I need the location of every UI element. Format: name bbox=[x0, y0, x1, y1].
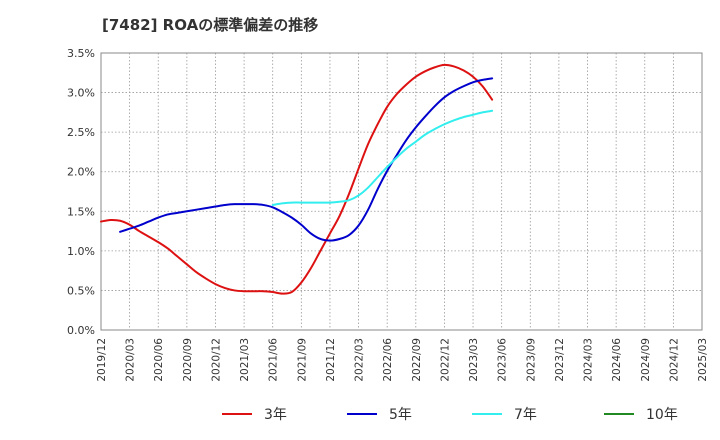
x-tick-label: 2019/12 bbox=[96, 338, 108, 382]
y-tick-label: 2.5% bbox=[67, 126, 95, 139]
x-tick-label: 2020/03 bbox=[125, 338, 137, 382]
x-tick-label: 2024/09 bbox=[640, 338, 652, 382]
series-line-5年 bbox=[119, 77, 494, 242]
legend-label: 3年 bbox=[264, 407, 287, 423]
x-tick-label: 2024/06 bbox=[611, 338, 623, 382]
x-tick-label: 2021/06 bbox=[268, 338, 280, 382]
y-tick-label: 1.5% bbox=[67, 205, 95, 218]
y-axis-tick-labels: 0.0% 0.5% 1.0% 1.5% 2.0% 2.5% 3.0% 3.5% bbox=[67, 47, 95, 337]
series-line-3年 bbox=[100, 63, 494, 295]
series-line-7年 bbox=[271, 109, 494, 206]
grid-lines bbox=[101, 53, 702, 330]
x-tick-label: 2024/03 bbox=[583, 338, 595, 382]
y-tick-label: 1.0% bbox=[67, 245, 95, 258]
y-tick-label: 3.0% bbox=[67, 87, 95, 100]
x-tick-label: 2023/09 bbox=[525, 338, 537, 382]
x-tick-label: 2020/06 bbox=[153, 338, 165, 382]
legend-label: 7年 bbox=[514, 407, 537, 423]
x-axis-tick-labels: 2019/12 2020/03 2020/06 2020/09 2020/12 2021/… bbox=[96, 338, 709, 382]
series-lines bbox=[100, 63, 494, 295]
x-tick-label: 2021/03 bbox=[239, 338, 251, 382]
legend-label: 5年 bbox=[389, 407, 412, 423]
y-tick-label: 2.0% bbox=[67, 166, 95, 179]
y-tick-label: 0.0% bbox=[67, 324, 95, 337]
x-tick-label: 2022/12 bbox=[439, 338, 451, 382]
plot-area-frame bbox=[100, 52, 703, 331]
y-tick-label: 0.5% bbox=[67, 284, 95, 297]
x-tick-label: 2025/03 bbox=[697, 338, 709, 382]
x-tick-label: 2023/12 bbox=[554, 338, 566, 382]
x-tick-label: 2024/12 bbox=[668, 338, 680, 382]
x-tick-label: 2020/12 bbox=[210, 338, 222, 382]
chart-title: [7482] ROAの標準偏差の推移 bbox=[102, 16, 319, 34]
x-tick-label: 2021/12 bbox=[325, 338, 337, 382]
x-tick-label: 2020/09 bbox=[182, 338, 194, 382]
legend: 3年 5年 7年 10年 bbox=[222, 407, 678, 423]
x-tick-label: 2023/06 bbox=[497, 338, 509, 382]
x-tick-label: 2022/03 bbox=[354, 338, 366, 382]
x-tick-label: 2021/09 bbox=[296, 338, 308, 382]
x-tick-label: 2022/09 bbox=[411, 338, 423, 382]
y-tick-label: 3.5% bbox=[67, 47, 95, 60]
x-tick-label: 2022/06 bbox=[382, 338, 394, 382]
legend-label: 10年 bbox=[646, 407, 678, 423]
x-tick-label: 2023/03 bbox=[468, 338, 480, 382]
